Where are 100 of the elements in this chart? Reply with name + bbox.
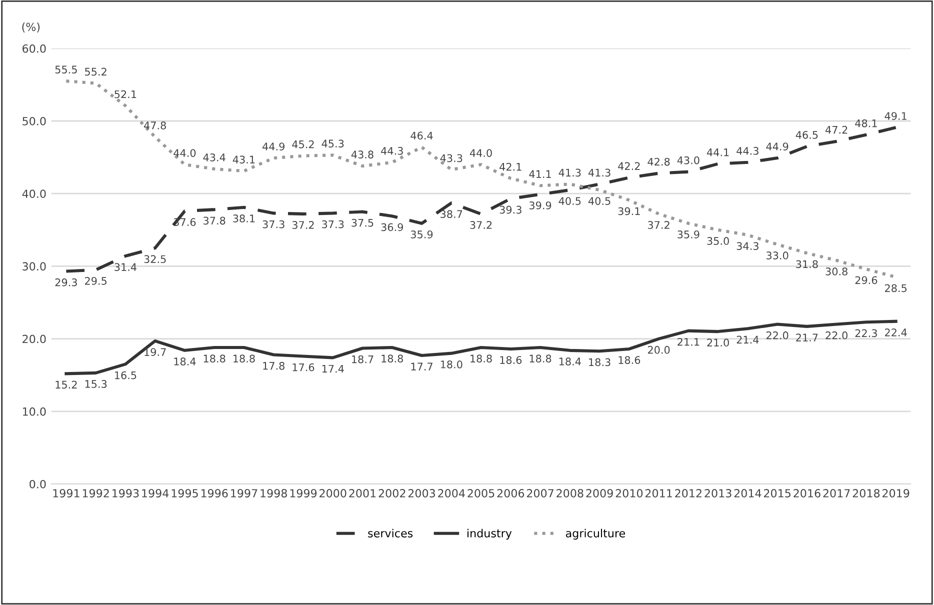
data-label: 29.5 [84,276,107,285]
x-tick-label: 2017 [823,489,850,498]
data-label: 17.8 [263,362,284,370]
y-tick-label: 30.0 [22,262,46,271]
data-label: 44.1 [706,148,729,156]
data-label: 17.4 [322,364,344,373]
data-label: 15.2 [56,380,77,389]
x-tick-label: 1992 [82,489,109,498]
y-tick-label: 50.0 [22,116,46,126]
data-label: 39.3 [500,206,522,214]
data-label: 43.8 [351,150,374,158]
data-label: 44.0 [174,149,196,157]
data-label: 28.5 [885,284,907,292]
x-tick-label: 2013 [704,489,732,498]
data-label: 37.8 [204,216,226,225]
data-label: 44.3 [736,146,758,155]
data-label: 41.1 [529,170,551,178]
legend-label: agriculture [566,528,626,540]
x-tick-label: 2011 [645,489,672,498]
data-label: 21.1 [678,338,700,346]
x-tick-label: 1997 [231,489,258,498]
data-label: 15.3 [85,380,107,388]
y-tick-label: 60.0 [22,44,46,53]
x-tick-label: 1993 [112,489,139,498]
data-label: 39.1 [618,207,640,216]
data-label: 41.3 [588,168,610,177]
data-label: 38.1 [233,214,255,222]
data-label: 21.0 [707,338,729,347]
x-tick-label: 2016 [794,489,820,498]
x-tick-label: 2001 [349,489,376,498]
x-tick-label: 1995 [172,489,198,498]
data-label: 43.0 [677,156,700,164]
x-tick-label: 1998 [260,489,287,498]
data-label: 40.5 [588,197,610,205]
data-label: 47.8 [144,122,166,130]
data-label: 18.6 [618,356,640,364]
x-tick-label: 2007 [526,489,554,498]
data-label: 41.3 [558,168,581,177]
data-label: 44.9 [766,142,788,150]
data-label: 42.8 [648,158,670,166]
x-tick-label: 2015 [764,489,790,498]
data-label: 55.5 [55,66,77,74]
data-label: 18.7 [352,355,374,364]
data-label: 32.5 [144,255,166,264]
x-tick-label: 2014 [734,489,762,498]
data-label: 22.0 [766,331,788,340]
data-label: 52.1 [114,90,136,98]
data-label: 18.8 [382,354,404,363]
data-label: 34.3 [736,242,758,250]
data-label: 36.9 [381,223,403,232]
x-tick-label: 2002 [378,489,406,498]
data-label: 20.0 [648,346,670,354]
data-label: 46.4 [410,132,433,140]
data-label: 44.0 [470,149,492,157]
data-label: 45.2 [292,140,314,148]
data-label: 43.1 [232,156,255,164]
x-tick-label: 2019 [882,489,910,498]
data-label: 37.3 [262,220,284,228]
data-label: 18.0 [440,360,462,368]
data-label: 47.2 [825,126,848,134]
data-label: 18.6 [500,356,522,364]
data-label: 44.3 [381,146,403,155]
data-label: 37.3 [322,220,344,228]
x-tick-label: 2018 [852,489,880,498]
data-label: 44.9 [262,142,284,150]
x-tick-label: 2000 [320,489,346,498]
data-label: 37.2 [648,221,670,229]
x-tick-label: 2004 [438,489,465,498]
data-label: 21.4 [736,336,759,344]
data-label: 31.8 [796,260,818,268]
data-label: 17.7 [411,362,432,370]
data-label: 18.4 [559,358,581,366]
data-label: 21.7 [796,334,818,342]
data-label: 22.0 [826,331,848,340]
data-label: 43.3 [440,154,462,162]
data-label: 31.4 [114,263,136,272]
data-label: 42.1 [500,162,522,171]
data-label: 40.5 [558,197,581,205]
data-label: 30.8 [826,268,848,276]
y-tick-label: 10.0 [22,407,46,416]
data-label: 43.4 [203,153,226,162]
data-label: 35.0 [707,237,729,245]
x-tick-label: 2003 [408,489,435,498]
y-tick-label: 40.0 [22,190,46,198]
data-label: 38.7 [440,210,462,218]
data-label: 48.1 [855,119,877,128]
data-label: 18.8 [234,354,255,363]
data-label: 35.9 [410,230,433,238]
x-tick-label: 2010 [616,489,643,498]
data-label: 18.4 [174,358,196,366]
x-tick-label: 2006 [497,489,524,498]
data-label: 18.8 [530,354,552,363]
x-tick-label: 1991 [53,489,80,498]
data-label: 42.2 [618,162,640,170]
x-tick-label: 1999 [290,489,317,498]
legend-label: industry [468,528,512,540]
data-label: 37.2 [292,221,314,229]
data-label: 22.3 [855,329,877,338]
data-label: 39.9 [529,201,552,210]
data-label: 37.5 [352,218,374,227]
